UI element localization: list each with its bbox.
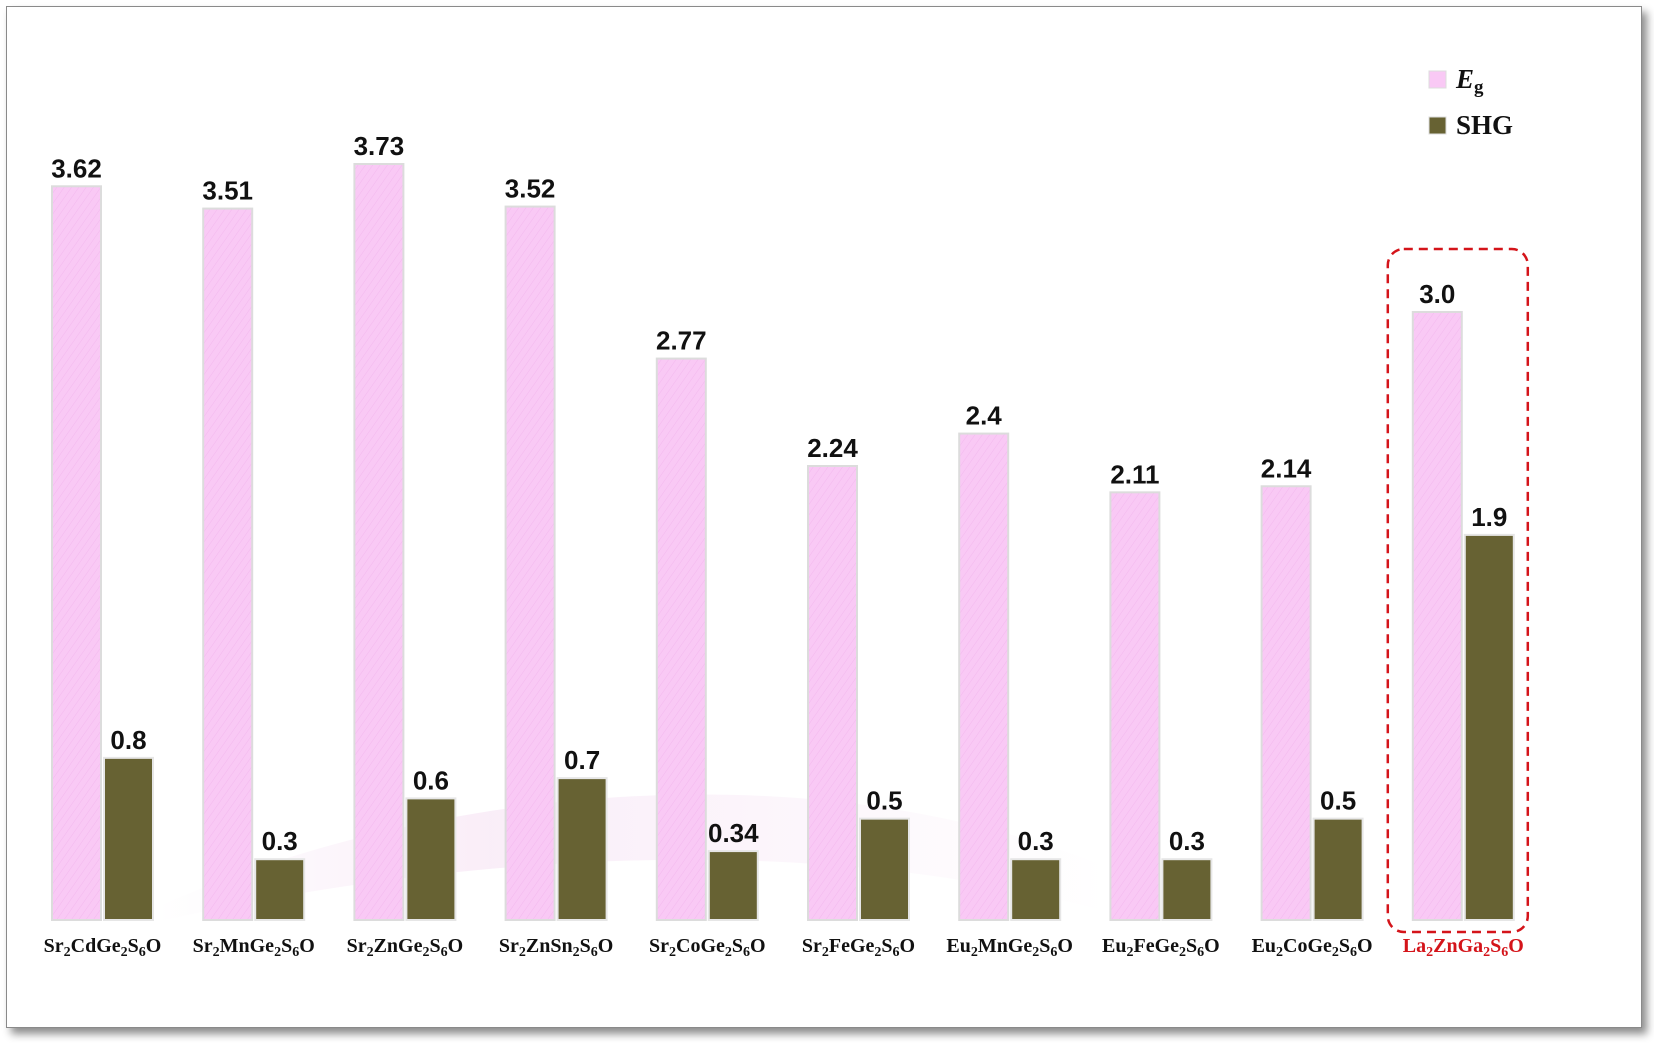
bar-eg-la2znga2s6o [1411, 310, 1463, 921]
bar-eg-sr2cdge2s6o [51, 185, 102, 921]
bar-shg-eu2coge2s6o [1312, 817, 1364, 922]
chart-frame: 3.62 3.51 3.73 3.52 2.77 2.24 2.4 2.11 2.14 3.0 0.… [6, 6, 1642, 1028]
bar-shg-eu2fege2s6o [1161, 858, 1213, 922]
value-label-eg-eu2mnge2s6o: 2.4 [966, 401, 1003, 431]
category-label-sr2coge2s6o: Sr2CoGe2S6O [649, 935, 766, 960]
bar-eg-eu2coge2s6o [1260, 485, 1312, 921]
bar-shg-sr2coge2s6o [707, 850, 759, 922]
legend: Eg SHG [1428, 64, 1513, 140]
value-label-shg-sr2znsn2s6o: 0.7 [564, 745, 600, 775]
value-label-shg-sr2coge2s6o: 0.34 [708, 818, 759, 848]
value-label-shg-sr2cdge2s6o: 0.8 [110, 725, 146, 755]
value-label-shg-eu2coge2s6o: 0.5 [1320, 786, 1356, 816]
bar-eg-eu2mnge2s6o [958, 432, 1010, 921]
value-label-shg-sr2fege2s6o: 0.5 [866, 786, 902, 816]
category-label-eu2fege2s6o: Eu2FeGe2S6O [1102, 935, 1220, 960]
legend-label-eg: Eg [1455, 64, 1484, 98]
category-label-sr2znsn2s6o: Sr2ZnSn2S6O [499, 935, 613, 960]
legend-swatch-eg [1428, 70, 1447, 89]
value-label-eg-sr2znge2s6o: 3.73 [354, 131, 405, 161]
bar-shg-sr2mnge2s6o [254, 858, 306, 922]
value-label-eg-sr2mnge2s6o: 3.51 [202, 176, 253, 206]
bar-chart: 3.62 3.51 3.73 3.52 2.77 2.24 2.4 2.11 2.14 3.0 0.… [44, 64, 1530, 960]
category-label-eu2mnge2s6o: Eu2MnGe2S6O [946, 935, 1073, 960]
bar-shg-sr2znsn2s6o [556, 777, 608, 922]
category-label-sr2znge2s6o: Sr2ZnGe2S6O [347, 935, 464, 960]
category-label-sr2mnge2s6o: Sr2MnGe2S6O [193, 935, 315, 960]
bar-shg-sr2znge2s6o [405, 797, 457, 921]
value-label-shg-la2znga2s6o: 1.9 [1471, 502, 1507, 532]
bar-eg-eu2fege2s6o [1109, 491, 1161, 921]
value-label-eg-sr2fege2s6o: 2.24 [807, 433, 858, 463]
value-label-shg-eu2mnge2s6o: 0.3 [1018, 826, 1054, 856]
value-label-shg-sr2mnge2s6o: 0.3 [262, 826, 298, 856]
highlight-box [1386, 247, 1530, 934]
value-label-eg-eu2coge2s6o: 2.14 [1261, 453, 1312, 483]
value-label-shg-eu2fege2s6o: 0.3 [1169, 826, 1205, 856]
category-label-sr2cdge2s6o: Sr2CdGe2S6O [44, 935, 162, 960]
legend-label-shg: SHG [1456, 110, 1513, 140]
bar-eg-sr2coge2s6o [655, 357, 707, 921]
value-label-eg-eu2fege2s6o: 2.11 [1110, 459, 1159, 489]
bar-shg-eu2mnge2s6o [1010, 858, 1062, 922]
category-label-sr2fege2s6o: Sr2FeGe2S6O [802, 935, 915, 960]
legend-swatch-shg [1428, 116, 1447, 135]
value-label-eg-sr2znsn2s6o: 3.52 [505, 174, 556, 204]
bar-shg-sr2fege2s6o [859, 817, 910, 922]
value-label-eg-sr2coge2s6o: 2.77 [656, 326, 707, 356]
bar-eg-sr2fege2s6o [807, 464, 858, 921]
value-label-eg-sr2cdge2s6o: 3.62 [51, 153, 102, 183]
bar-shg-la2znga2s6o [1463, 533, 1515, 922]
bar-eg-sr2mnge2s6o [202, 207, 254, 922]
category-label-eu2coge2s6o: Eu2CoGe2S6O [1252, 935, 1373, 960]
bar-eg-sr2znge2s6o [353, 163, 405, 921]
value-label-eg-la2znga2s6o: 3.0 [1419, 279, 1455, 309]
bar-shg-sr2cdge2s6o [103, 756, 154, 921]
value-label-shg-sr2znge2s6o: 0.6 [413, 765, 449, 795]
category-label-la2znga2s6o: La2ZnGa2S6O [1403, 935, 1524, 960]
bar-eg-sr2znsn2s6o [504, 205, 556, 922]
